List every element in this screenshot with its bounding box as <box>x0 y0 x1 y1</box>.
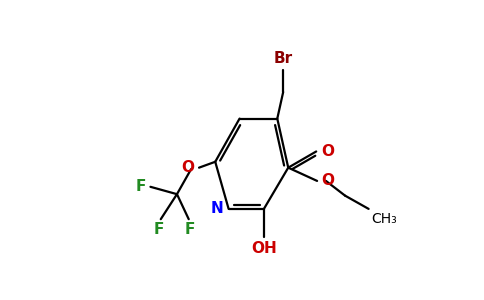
Text: F: F <box>154 222 165 237</box>
Text: OH: OH <box>251 241 277 256</box>
Text: O: O <box>182 160 195 175</box>
Text: O: O <box>321 144 334 159</box>
Text: O: O <box>321 173 334 188</box>
Text: CH₃: CH₃ <box>372 212 397 226</box>
Text: N: N <box>211 201 223 216</box>
Text: F: F <box>136 179 146 194</box>
Text: F: F <box>185 222 196 237</box>
Text: Br: Br <box>273 51 293 66</box>
